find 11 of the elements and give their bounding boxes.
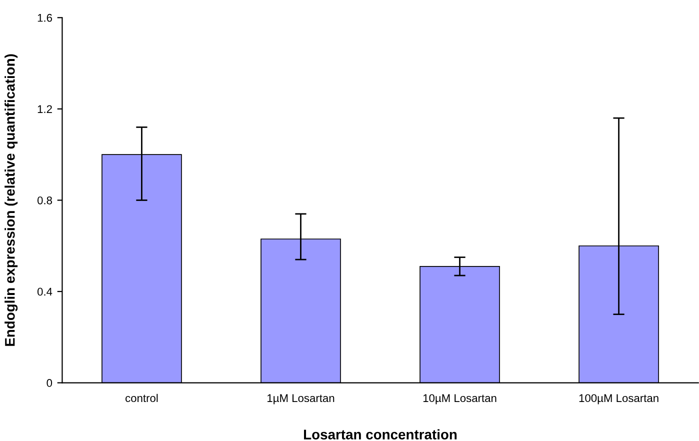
y-tick-label: 1.2 <box>38 105 52 113</box>
y-tick-label: 0 <box>46 379 52 387</box>
x-tick-label: control <box>126 394 158 402</box>
y-tick-label: 1.6 <box>38 14 52 22</box>
y-tick-label: 0.8 <box>37 196 52 204</box>
y-axis-title: Endoglin expression (relative quantification) <box>4 54 18 346</box>
x-tick-label: 100µM Losartan <box>579 394 658 404</box>
x-axis-title: Losartan concentration <box>304 429 457 440</box>
y-tick-label: 0.4 <box>37 288 52 296</box>
x-tick-label: 1µM Losartan <box>268 394 334 404</box>
x-tick-label: 10µM Losartan <box>423 394 496 404</box>
